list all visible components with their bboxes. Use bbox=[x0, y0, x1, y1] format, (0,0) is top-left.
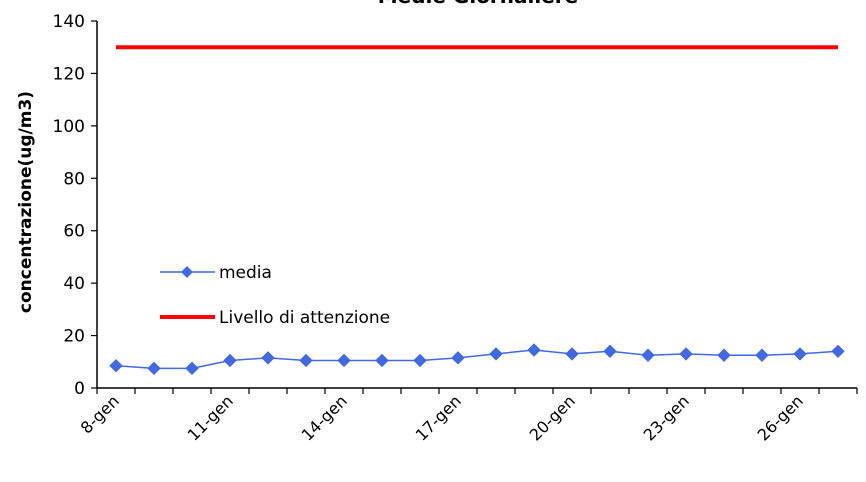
data-point bbox=[565, 347, 579, 361]
y-tick-label: 20 bbox=[63, 327, 85, 347]
data-point bbox=[793, 347, 807, 361]
legend: media Livello di attenzione bbox=[160, 263, 390, 328]
data-point bbox=[755, 348, 769, 362]
y-tick-label: 80 bbox=[63, 169, 85, 189]
y-tick-label: 140 bbox=[53, 12, 85, 32]
y-tick-label: 120 bbox=[53, 64, 85, 84]
data-point bbox=[413, 353, 427, 368]
x-tick-label: 26-gen bbox=[754, 391, 807, 444]
data-point bbox=[185, 361, 199, 376]
data-point bbox=[261, 351, 275, 365]
series-layer bbox=[109, 45, 845, 376]
y-axis-label: concentrazione(ug/m3) bbox=[16, 91, 36, 313]
chart-title: Medie Giornaliere bbox=[378, 0, 578, 8]
legend-label: media bbox=[219, 263, 272, 283]
data-point bbox=[679, 347, 693, 361]
legend-label: Livello di attenzione bbox=[219, 308, 390, 328]
data-point bbox=[299, 353, 313, 368]
y-tick-label: 100 bbox=[53, 117, 85, 137]
data-point bbox=[489, 347, 503, 361]
x-tick-label: 11-gen bbox=[184, 391, 237, 444]
data-point bbox=[831, 344, 845, 359]
data-point bbox=[641, 348, 655, 362]
data-point bbox=[717, 348, 731, 362]
data-point bbox=[603, 344, 617, 359]
y-tick-label: 40 bbox=[63, 274, 85, 294]
x-tick-label: 17-gen bbox=[412, 391, 465, 444]
legend-marker bbox=[181, 266, 193, 278]
y-tick-label: 0 bbox=[74, 379, 85, 399]
y-tick-label: 60 bbox=[63, 222, 85, 242]
data-point bbox=[375, 353, 389, 368]
data-point bbox=[223, 353, 237, 368]
data-point bbox=[147, 361, 161, 376]
series-0 bbox=[109, 343, 845, 376]
x-tick-label: 14-gen bbox=[298, 391, 351, 444]
x-tick-label: 20-gen bbox=[526, 391, 579, 444]
data-point bbox=[337, 353, 351, 368]
series-line bbox=[115, 349, 839, 370]
data-point bbox=[451, 351, 465, 365]
data-point bbox=[109, 359, 123, 373]
data-point bbox=[527, 343, 541, 357]
x-tick-label: 23-gen bbox=[640, 391, 693, 444]
